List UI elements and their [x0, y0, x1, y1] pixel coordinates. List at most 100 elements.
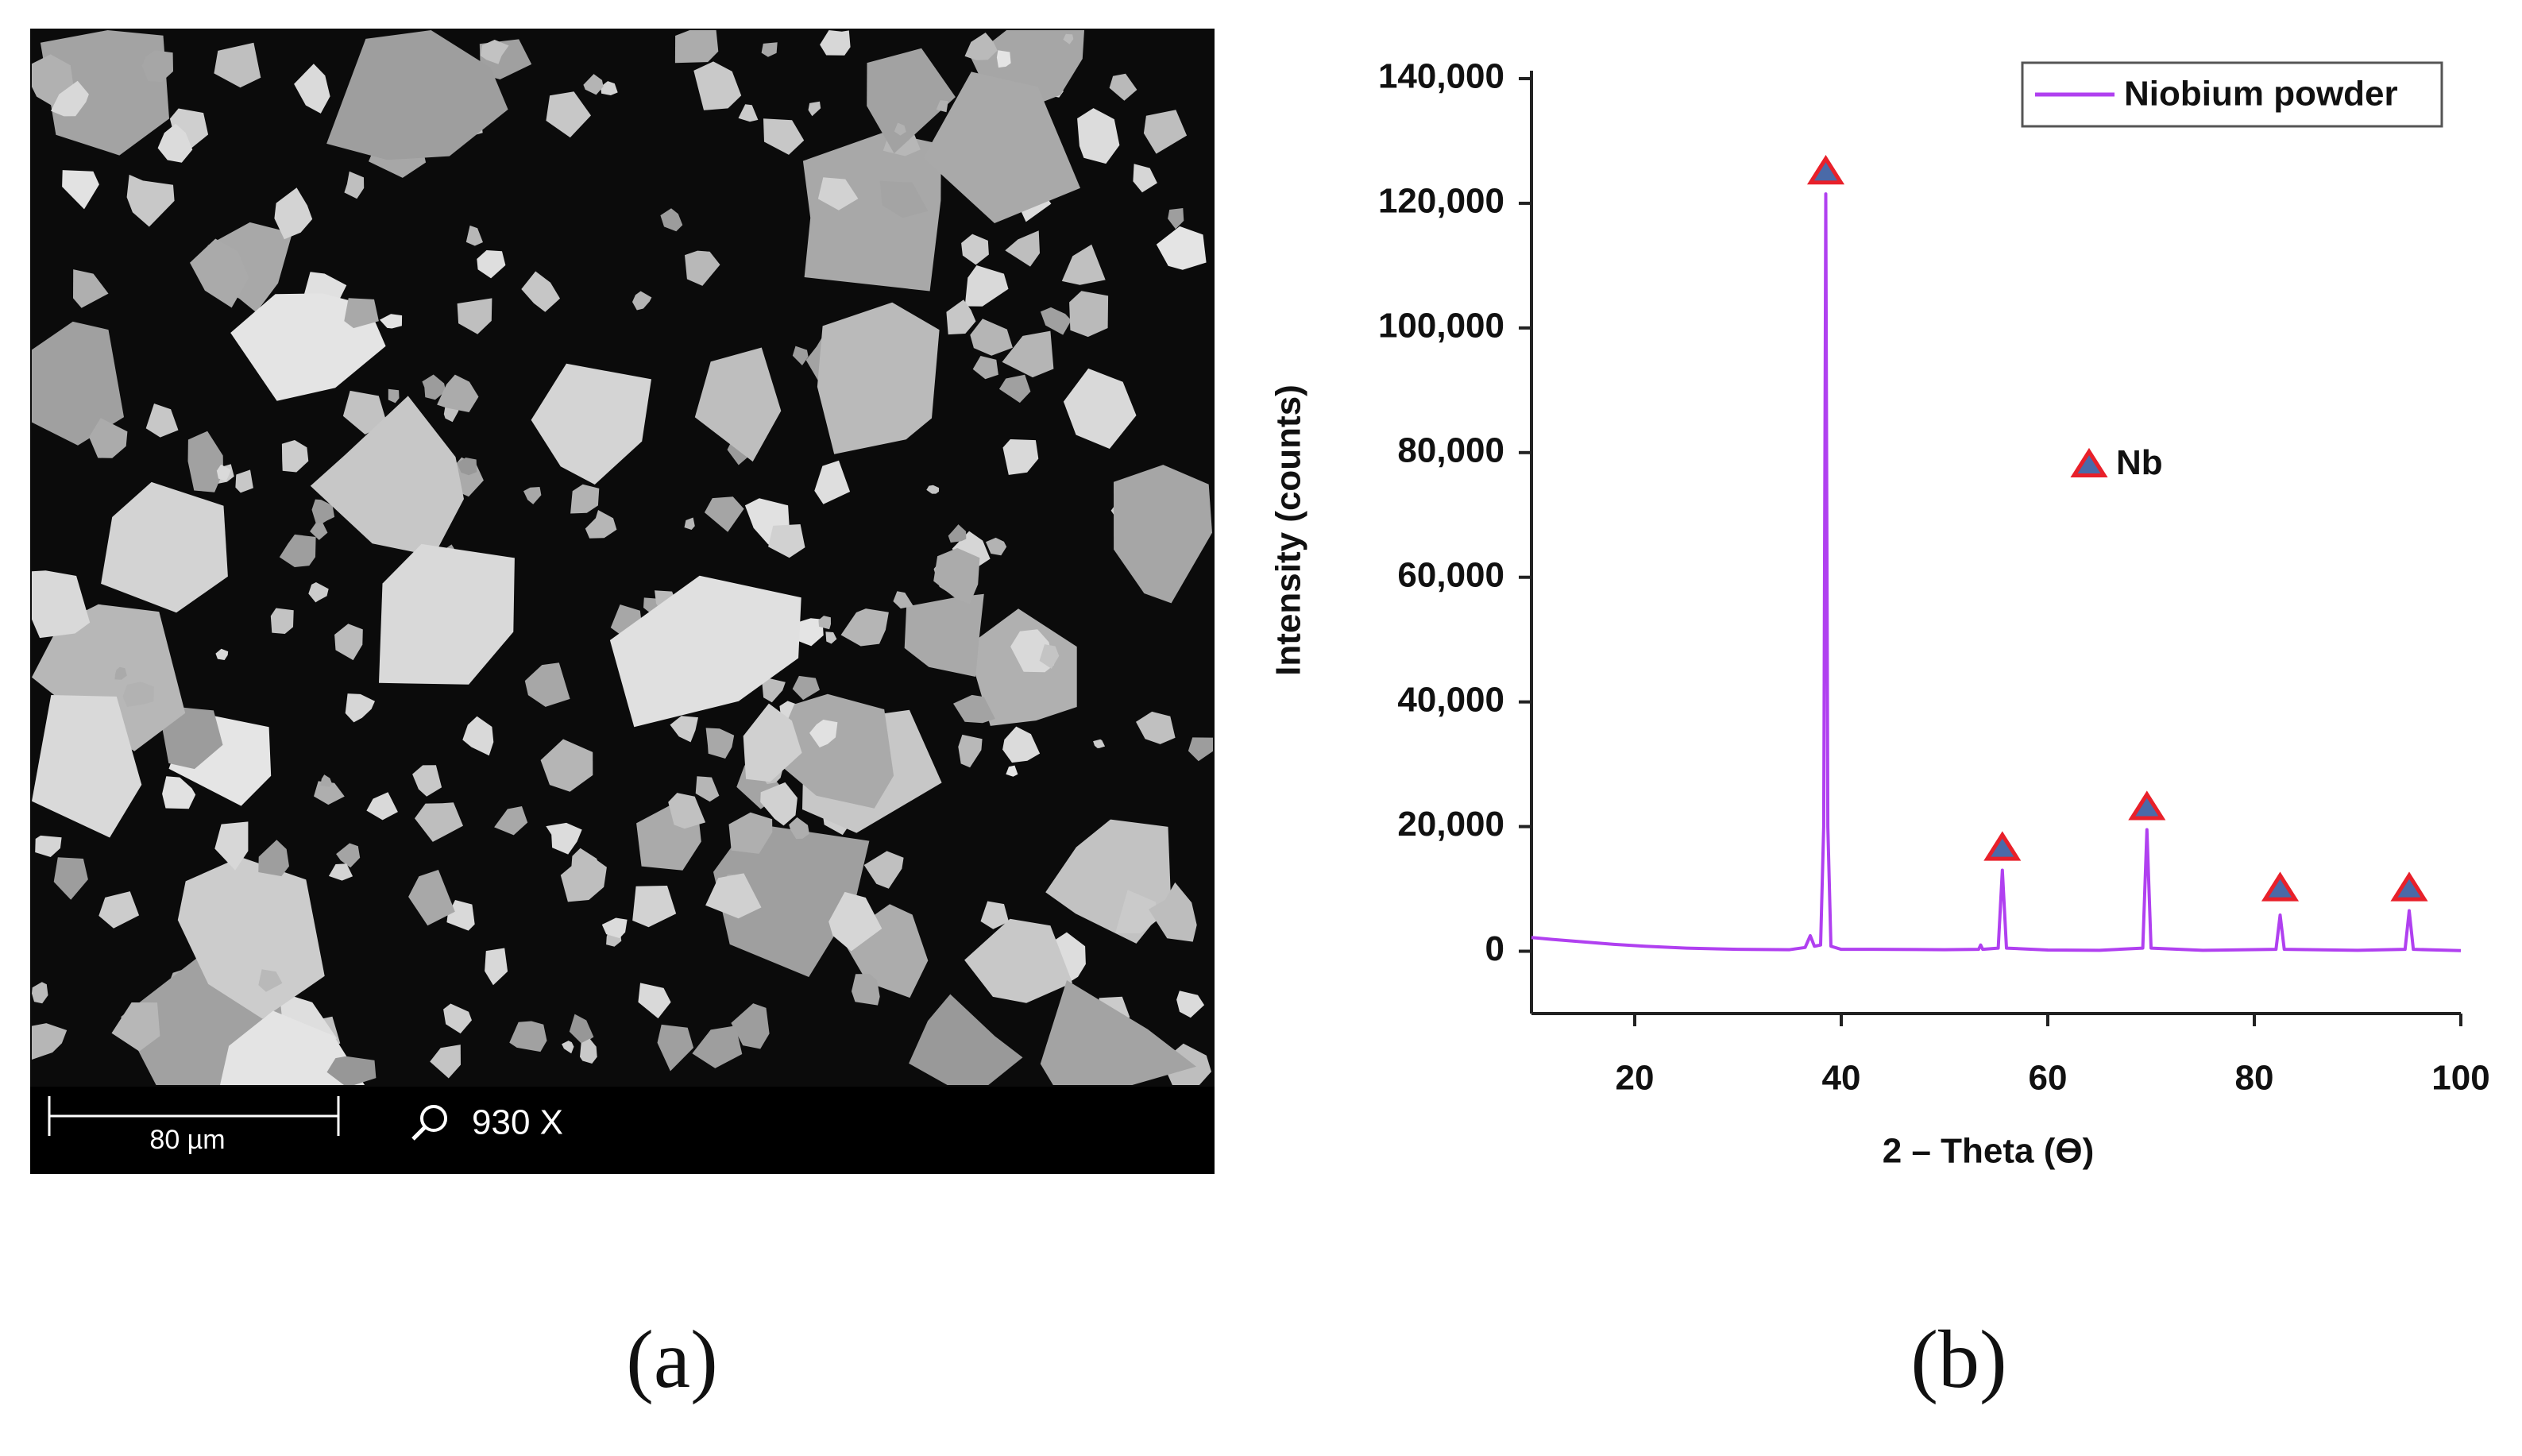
- x-tick-label: 100: [2431, 1059, 2489, 1098]
- particle: [509, 1021, 547, 1052]
- particle: [310, 523, 328, 540]
- particle: [964, 33, 998, 60]
- peak-marker: [2128, 790, 2166, 821]
- x-tick-label: 20: [1616, 1059, 1655, 1098]
- particle: [953, 694, 995, 724]
- particle: [546, 91, 591, 138]
- particle: [32, 695, 142, 838]
- particle: [408, 870, 455, 926]
- particle: [379, 543, 515, 685]
- particle: [713, 823, 870, 977]
- x-tick-label: 80: [2235, 1059, 2274, 1098]
- particle: [1002, 726, 1041, 763]
- particle: [190, 238, 249, 308]
- particle: [1136, 711, 1176, 744]
- particle: [1133, 164, 1157, 193]
- particle: [840, 608, 889, 647]
- particle: [62, 170, 99, 210]
- legend-label: Niobium powder: [2124, 75, 2398, 114]
- particle: [820, 30, 851, 56]
- particle: [692, 1025, 743, 1068]
- particle: [763, 118, 805, 155]
- particle: [162, 706, 223, 770]
- particle: [157, 123, 193, 163]
- particle: [668, 793, 706, 829]
- peak-marker: [1983, 831, 2022, 861]
- chart: (b) 0 20,000 40,000 60,000 80,000 100,000 120,…: [1269, 57, 2490, 1405]
- particle: [632, 291, 652, 311]
- y-tick-label: 120,000: [1378, 182, 1504, 221]
- particle: [465, 225, 483, 246]
- x-tick-label: 40: [1822, 1059, 1861, 1098]
- particle: [583, 74, 604, 95]
- particle: [660, 208, 683, 232]
- particle: [894, 122, 906, 136]
- particle: [215, 648, 229, 660]
- particle: [388, 388, 400, 404]
- particle: [311, 499, 335, 527]
- particle: [817, 177, 859, 210]
- particle: [314, 781, 345, 805]
- particle: [863, 851, 904, 889]
- particle: [1109, 73, 1137, 101]
- particle: [344, 171, 365, 199]
- particle: [1176, 991, 1205, 1018]
- particle: [1002, 439, 1039, 475]
- particle: [1143, 110, 1188, 154]
- particle: [657, 1024, 694, 1072]
- particle: [923, 71, 1080, 224]
- particle: [792, 346, 809, 365]
- particle: [802, 132, 941, 292]
- particle: [521, 271, 560, 312]
- particle: [674, 30, 719, 64]
- caption: (a): [626, 1314, 717, 1405]
- particle: [964, 918, 1072, 1003]
- particle: [443, 1003, 472, 1034]
- particle: [972, 356, 998, 380]
- scale-bar-label: 80 µm: [149, 1125, 225, 1155]
- y-tick-label: 20,000: [1397, 805, 1504, 844]
- particle: [825, 631, 837, 644]
- particle: [1063, 33, 1074, 44]
- particle: [946, 299, 976, 335]
- particle: [294, 64, 330, 114]
- particle: [1069, 291, 1109, 338]
- particle: [1039, 644, 1060, 669]
- particle: [345, 693, 375, 723]
- particle: [274, 187, 313, 240]
- particle: [32, 321, 124, 446]
- particle: [1005, 230, 1040, 267]
- y-tick-label: 80,000: [1397, 431, 1504, 469]
- particle: [933, 547, 980, 604]
- particle: [761, 42, 778, 57]
- particle: [336, 843, 361, 868]
- particle: [281, 440, 309, 473]
- particle: [904, 593, 984, 677]
- particle: [704, 496, 744, 532]
- particle: [569, 1014, 594, 1045]
- particle: [270, 608, 294, 634]
- particle: [412, 765, 442, 797]
- particle: [1040, 980, 1196, 1085]
- particle: [570, 484, 600, 514]
- y-tick-label: 100,000: [1378, 306, 1504, 345]
- particle: [523, 487, 542, 504]
- particle: [760, 782, 798, 826]
- particle: [51, 80, 89, 117]
- particle: [808, 101, 821, 117]
- particle: [279, 534, 316, 567]
- particle: [980, 901, 1009, 929]
- particle: [326, 1056, 377, 1085]
- particle: [1061, 244, 1106, 285]
- y-axis-label: Intensity (counts): [1269, 384, 1308, 676]
- particle: [114, 666, 127, 680]
- particle: [366, 792, 398, 821]
- particle: [422, 374, 446, 400]
- particles: [32, 30, 1213, 1085]
- particle: [818, 616, 831, 630]
- particle: [986, 537, 1007, 556]
- particle: [214, 42, 261, 88]
- particle: [524, 662, 570, 707]
